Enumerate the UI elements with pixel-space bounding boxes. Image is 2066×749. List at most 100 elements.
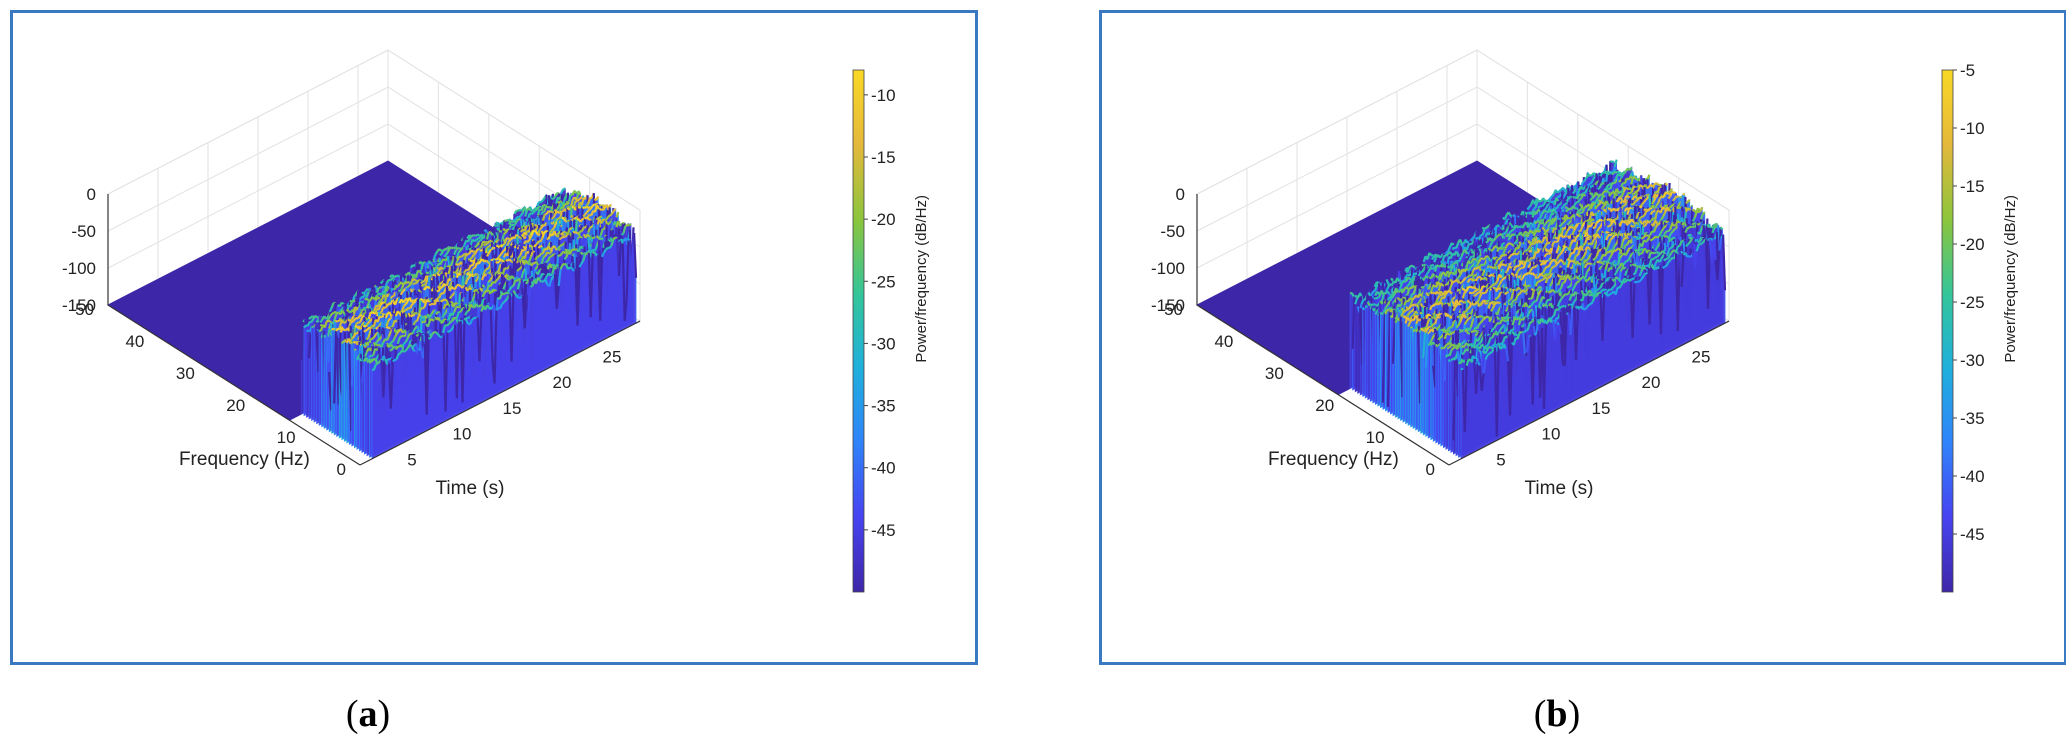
surface-ridge [1528, 204, 1533, 208]
surface-ridge [457, 249, 462, 254]
surface-ridge [455, 252, 460, 260]
surface-ridge [1558, 188, 1563, 192]
surface-ridge [1420, 270, 1423, 274]
surface-ridge [473, 234, 476, 237]
surface-ridge [586, 216, 590, 221]
surface-ridge [483, 289, 488, 294]
surface-ridge [1613, 159, 1618, 168]
surface-ridge [1409, 278, 1413, 282]
surface-ridge [462, 252, 466, 257]
surface-ridge [595, 235, 599, 239]
surface-ridge [498, 253, 503, 257]
surface-ridge [437, 333, 441, 338]
surface-ridge [550, 253, 555, 257]
surface-ridge [1550, 200, 1554, 204]
surface-ridge [579, 251, 584, 255]
surface-ridge [401, 282, 405, 289]
surface-ridge [351, 336, 355, 340]
surface-ridge [352, 309, 357, 315]
surface-ridge [587, 197, 592, 205]
surface-ridge [486, 240, 491, 245]
surface-ridge [536, 201, 541, 207]
surface-ridge [456, 256, 461, 261]
surface-active-band [1349, 159, 1727, 460]
surface-ridge [474, 233, 479, 237]
surface-ridge [568, 227, 572, 231]
surface-ridge [485, 242, 488, 246]
surface-ridge [580, 260, 585, 265]
surface-ridge [474, 248, 479, 254]
surface-ridge [1444, 254, 1447, 257]
surface-ridge [569, 214, 574, 219]
surface-ridge [1408, 264, 1412, 269]
surface-ridge [461, 318, 466, 403]
surface-ridge [444, 303, 449, 307]
surface-ridge [323, 334, 327, 338]
surface-ridge [540, 224, 545, 229]
surface-ridge [1450, 260, 1454, 264]
surface-ridge [579, 218, 584, 223]
surface-ridge [466, 276, 471, 281]
surface-ridge [333, 330, 338, 404]
surface-ridge [431, 331, 436, 335]
surface-ridge [376, 296, 381, 300]
surface-ridge [340, 340, 345, 345]
surface-ridge [553, 230, 558, 236]
surface-ridge [319, 319, 324, 324]
surface-ridge [538, 240, 541, 243]
surface-ridge [589, 253, 594, 318]
time-tick-label: 5 [407, 450, 416, 469]
surface-ridge [444, 298, 448, 302]
surface-ridge [1537, 205, 1541, 210]
surface-ridge [1556, 190, 1561, 194]
surface-ridge [419, 297, 423, 301]
surface-ridge [437, 316, 441, 322]
surface-ridge [394, 358, 398, 362]
surface-ridge [570, 198, 575, 207]
surface-ridge [601, 251, 605, 258]
surface-ridge [624, 224, 628, 228]
z-tick-label: -50 [71, 222, 96, 241]
surface-ridge [1374, 284, 1379, 291]
surface-ridge [467, 252, 470, 256]
surface-ridge [453, 285, 458, 290]
surface-ridge [410, 314, 414, 318]
surface-ridge [576, 231, 580, 235]
surface-ridge [1373, 297, 1377, 300]
surface-ridge [428, 303, 432, 306]
surface-ridge [597, 236, 601, 241]
surface-ridge [513, 210, 518, 215]
surface-ridge [545, 229, 549, 233]
surface-ridge [1581, 187, 1586, 191]
surface-ridge [623, 299, 628, 321]
surface-ridge [448, 287, 453, 292]
surface-ridge [446, 330, 450, 334]
surface-ridge [397, 345, 400, 348]
surface-ridge [480, 274, 485, 281]
surface-ridge [600, 208, 604, 212]
surface-ridge [442, 290, 446, 295]
surface-ridge [1549, 195, 1553, 200]
surface-ridge [1531, 212, 1536, 218]
surface-ridge [478, 239, 481, 243]
surface-ridge [583, 205, 587, 210]
surface-ridge [410, 345, 415, 351]
surface-ridge [350, 320, 353, 324]
surface-ridge [440, 292, 444, 295]
surface-ridge [1485, 225, 1490, 229]
surface-ridge [495, 307, 500, 311]
surface-ridge [1565, 198, 1570, 202]
surface-ridge [335, 327, 339, 332]
surface-ridge [540, 199, 544, 204]
surface-ridge [607, 214, 611, 218]
surface-ridge [466, 268, 470, 272]
surface-ridge [505, 273, 509, 277]
surface-ridge [496, 244, 499, 248]
surface-ridge [502, 283, 507, 290]
surface-ridge [450, 259, 455, 267]
surface-ridge [330, 302, 335, 309]
surface-ridge [595, 217, 599, 221]
surface-ridge [454, 301, 459, 306]
surface-ridge [589, 225, 593, 229]
time-axis-label: Time (s) [436, 478, 505, 499]
